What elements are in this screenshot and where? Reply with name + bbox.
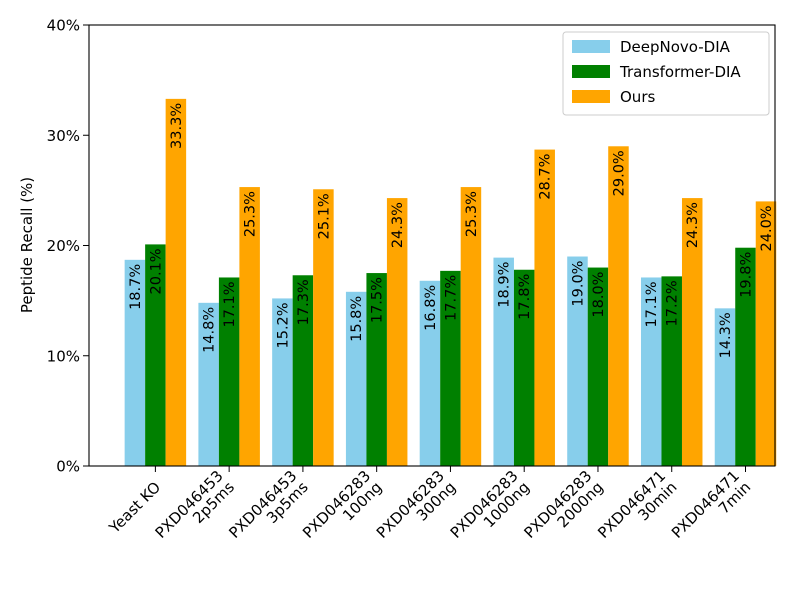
bar-value-label: 17.7% xyxy=(443,275,459,321)
legend-box xyxy=(562,31,770,116)
data-labels-layer: 18.7% 20.1%33.3%14.8%17.1%25.3%15.2%17.3%… xyxy=(128,103,775,359)
bar-value-label: 28.7% xyxy=(538,154,554,200)
bar-value-label: 17.2% xyxy=(665,280,681,326)
legend-label: Transformer-DIA xyxy=(619,63,741,81)
bar-deepnovo-dia-8 xyxy=(640,277,662,466)
bar-value-label: 14.3% xyxy=(718,312,734,358)
y-tick-label: 40% xyxy=(47,17,80,35)
legend-swatch xyxy=(572,90,610,103)
bar-value-label: 18.0% xyxy=(591,272,607,318)
y-axis-title: Peptide Recall (%) xyxy=(18,177,36,313)
x-tick-label: PXD0464533p5ms xyxy=(225,467,311,553)
bar-value-label: 19.8% xyxy=(738,252,754,298)
bar-value-label: 24.3% xyxy=(390,202,406,248)
bar-value-label: 25.1% xyxy=(316,193,332,239)
bar-ours-8 xyxy=(681,198,703,466)
x-tick-label: PXD0464532p5ms xyxy=(152,467,238,553)
bar-ours-4 xyxy=(386,198,408,466)
bar-transformer-dia-3 xyxy=(292,275,314,466)
x-tick-label: PXD0462831000ng xyxy=(447,467,533,553)
bar-transformer-dia-9 xyxy=(735,247,756,466)
y-axis: 0% 10% 20% 30% 40% xyxy=(47,17,89,476)
x-tick-label: PXD0464717min xyxy=(668,467,754,553)
bar-value-label: 25.3% xyxy=(464,191,480,237)
bar-deepnovo-dia-3 xyxy=(272,298,293,466)
legend-label: Ours xyxy=(620,88,655,106)
bar-deepnovo-dia-1 xyxy=(124,259,146,466)
bar-transformer-dia-6 xyxy=(513,269,535,466)
x-tick-label: PXD046283300ng xyxy=(373,467,459,553)
bar-deepnovo-dia-9 xyxy=(714,308,736,466)
bar-deepnovo-dia-7 xyxy=(567,256,588,466)
bar-value-label: 16.8% xyxy=(423,285,439,331)
y-tick-label: 10% xyxy=(47,347,80,365)
bar-value-label: 17.8% xyxy=(517,274,533,320)
bar-value-label: 25.3% xyxy=(243,191,259,237)
bar-value-label: 14.8% xyxy=(202,307,218,353)
legend-swatch xyxy=(572,65,610,78)
bar-deepnovo-dia-5 xyxy=(419,280,441,466)
x-axis: Yeast KOPXD0464532p5msPXD0464533p5msPXD0… xyxy=(105,466,754,553)
legend-label: DeepNovo-DIA xyxy=(620,38,731,56)
bar-ours-3 xyxy=(313,189,334,466)
bar-value-label: 18.7% xyxy=(128,264,144,310)
legend: DeepNovo-DIA Transformer-DIA Ours xyxy=(562,31,770,116)
bar-value-label: 17.5% xyxy=(370,277,386,323)
x-tick-label: PXD046283100ng xyxy=(299,467,385,553)
bar-value-label: 24.3% xyxy=(685,202,701,248)
bar-value-label: 20.1% xyxy=(148,248,164,294)
bar-value-label: 17.3% xyxy=(296,279,312,325)
bar-value-label: 17.1% xyxy=(644,281,660,327)
y-tick-label: 30% xyxy=(47,127,80,145)
bar-transformer-dia-1 xyxy=(145,244,166,466)
bar-transformer-dia-4 xyxy=(366,273,387,466)
bar-transformer-dia-2 xyxy=(218,277,240,466)
bar-ours-5 xyxy=(460,187,482,466)
bar-transformer-dia-5 xyxy=(440,270,461,466)
bar-deepnovo-dia-2 xyxy=(198,302,219,466)
bar-deepnovo-dia-4 xyxy=(345,291,367,466)
bars-layer xyxy=(124,98,777,467)
bar-value-label: 15.2% xyxy=(275,302,291,348)
y-tick-label: 20% xyxy=(47,237,80,255)
bar-value-label: 18.9% xyxy=(497,262,513,308)
bar-transformer-dia-8 xyxy=(661,276,682,466)
legend-swatch xyxy=(572,40,610,53)
bar-value-label: 33.3% xyxy=(169,103,185,149)
bar-ours-2 xyxy=(239,187,260,466)
bar-value-label: 17.1% xyxy=(222,281,238,327)
bar-deepnovo-dia-6 xyxy=(493,257,514,466)
bar-ours-9 xyxy=(755,201,777,466)
bar-value-label: 15.8% xyxy=(349,296,365,342)
bar-ours-6 xyxy=(534,149,555,466)
bar-value-label: 29.0% xyxy=(611,150,627,196)
bar-ours-1 xyxy=(165,98,187,467)
bar-value-label: 19.0% xyxy=(570,261,586,307)
bar-ours-7 xyxy=(608,146,629,466)
bar-transformer-dia-7 xyxy=(587,267,609,466)
x-tick-label: PXD04647130min xyxy=(594,467,680,553)
y-tick-label: 0% xyxy=(56,458,80,476)
x-tick-label: PXD0462832000ng xyxy=(520,467,606,553)
bar-value-label: 24.0% xyxy=(759,205,775,251)
